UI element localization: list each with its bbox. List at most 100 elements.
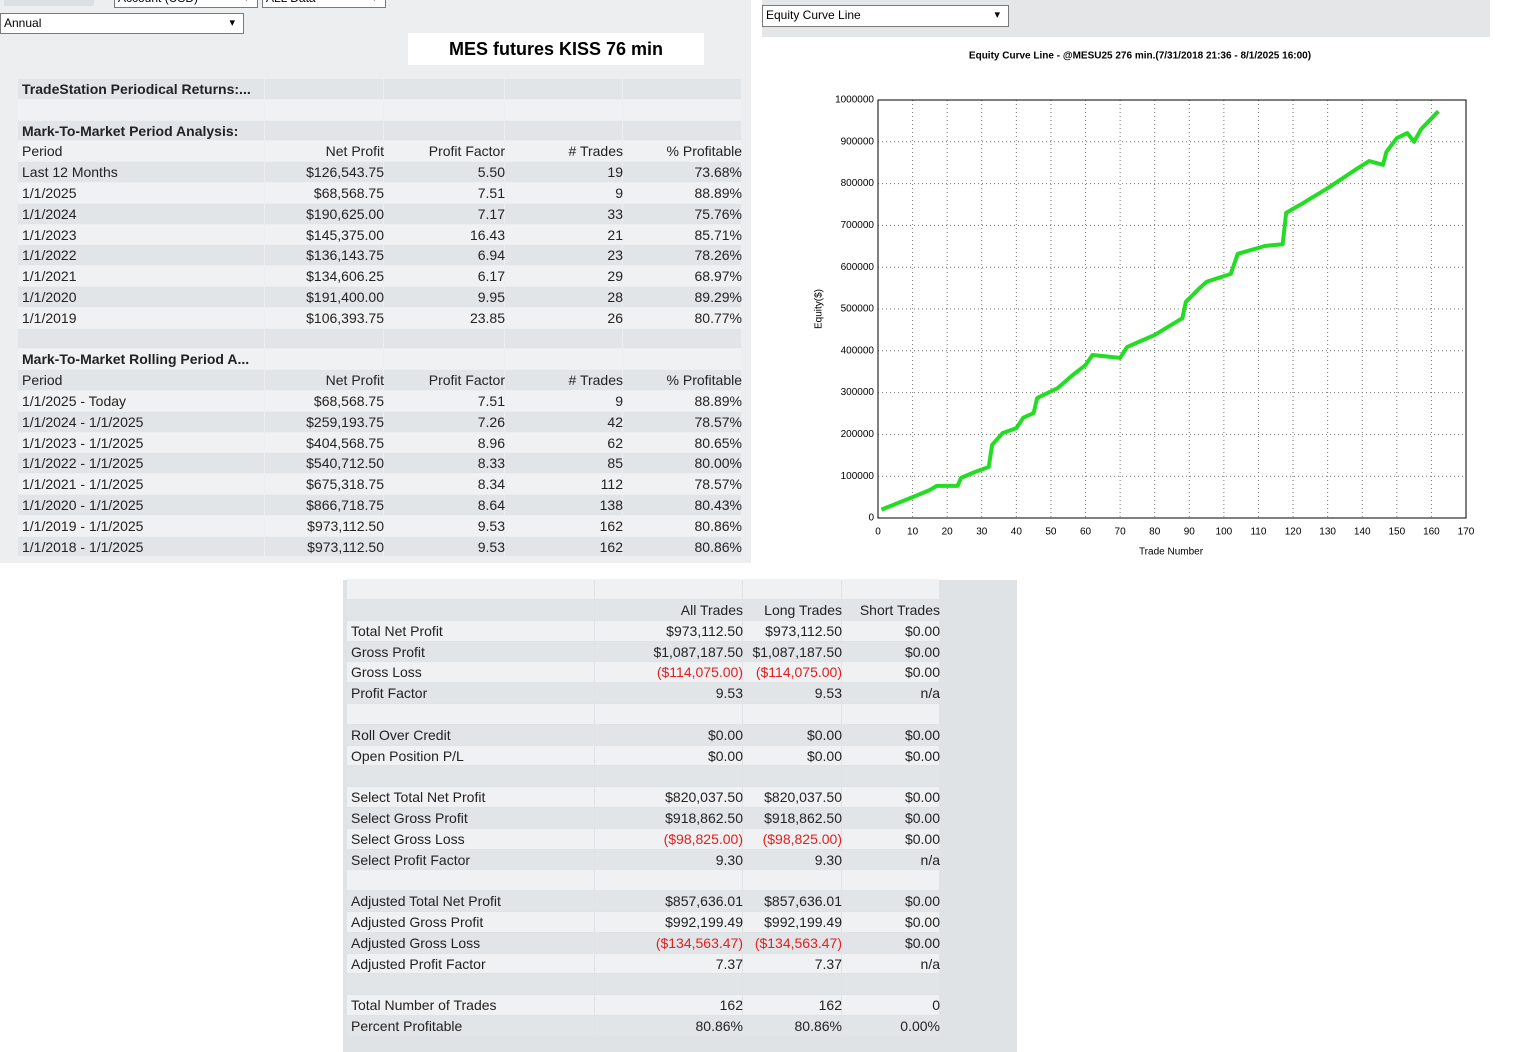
row-background	[347, 683, 594, 703]
cell-value: 7.17	[477, 205, 505, 222]
cell-value: 88.89%	[694, 393, 742, 409]
row-background	[743, 849, 841, 870]
cell-value: $918,862.50	[665, 810, 743, 826]
range-dropdown[interactable]: ALL Data	[262, 0, 386, 8]
row-background	[347, 849, 594, 870]
row-background	[623, 162, 741, 182]
cell-value: $857,636.01	[665, 893, 743, 910]
row-background	[623, 120, 741, 141]
cell-value: 162	[599, 517, 623, 534]
x-tick-label: 170	[1458, 527, 1475, 538]
row-background	[595, 766, 742, 787]
row-background	[347, 600, 594, 620]
row-background	[505, 287, 622, 307]
x-tick-label: 150	[1388, 527, 1405, 538]
cell-value: $0.00	[904, 914, 940, 930]
row-background	[505, 328, 622, 349]
row-background	[623, 411, 741, 432]
row-background	[347, 891, 594, 911]
row-background	[384, 183, 504, 203]
row-background	[384, 474, 504, 494]
cell-label: Profit Factor	[351, 685, 428, 702]
cell-value: $1,087,187.50	[752, 643, 842, 660]
cell-value: 28	[607, 289, 623, 305]
row-background	[347, 787, 594, 807]
cell-label: 1/1/2020	[22, 289, 77, 305]
y-tick-label: 0	[868, 513, 874, 524]
x-tick-label: 20	[942, 527, 954, 538]
cell-label: Select Gross Loss	[351, 830, 465, 847]
cell-value: 85	[607, 455, 623, 472]
row-background	[595, 787, 742, 807]
cell-value: $0.00	[904, 830, 940, 847]
row-background	[623, 307, 741, 328]
row-background	[505, 495, 622, 515]
cell-value: ($98,825.00)	[762, 830, 842, 847]
cell-value: $0.00	[904, 726, 940, 743]
cell-value: 6.17	[477, 268, 505, 285]
cell-value: 9.53	[477, 517, 505, 534]
row-background	[265, 515, 383, 536]
row-background	[595, 600, 742, 620]
y-tick-label: 500000	[841, 304, 875, 315]
row-background	[18, 183, 264, 203]
row-background	[505, 183, 622, 203]
row-background	[384, 328, 504, 349]
x-tick-label: 140	[1354, 527, 1371, 538]
row-background	[384, 515, 504, 536]
row-background	[595, 891, 742, 911]
cell-value: 0	[932, 997, 940, 1014]
row-background	[384, 224, 504, 245]
account-dropdown[interactable]: Account (USD)	[114, 0, 258, 8]
row-background	[595, 683, 742, 703]
x-tick-label: 50	[1045, 527, 1057, 538]
row-background	[384, 141, 504, 162]
cell-value: $918,862.50	[764, 810, 842, 826]
cell-value: 9.53	[814, 685, 842, 702]
x-tick-label: 0	[875, 527, 881, 538]
cell-value: 7.51	[477, 185, 505, 201]
cell-value: $145,375.00	[306, 226, 384, 243]
row-background	[595, 704, 742, 724]
row-background	[384, 391, 504, 411]
equity-line	[880, 109, 1440, 512]
row-background	[18, 79, 264, 99]
row-background	[265, 266, 383, 286]
cell-value: 8.34	[477, 476, 505, 493]
y-tick-label: 800000	[841, 178, 875, 189]
row-background	[595, 1016, 742, 1036]
cell-value: 85.71%	[694, 226, 742, 243]
row-background	[18, 349, 264, 370]
cell-value: $191,400.00	[306, 289, 384, 305]
row-background	[623, 432, 741, 453]
row-background	[743, 600, 841, 620]
row-background	[18, 411, 264, 432]
cell-value: Profit Factor	[428, 143, 505, 160]
row-background	[265, 245, 383, 266]
row-background	[18, 99, 264, 120]
row-background	[18, 432, 264, 453]
row-background	[595, 724, 742, 745]
chart-dropdown[interactable]: Equity Curve Line	[762, 5, 1009, 27]
period-dropdown[interactable]: Annual	[0, 13, 244, 34]
row-background	[842, 724, 939, 745]
cell-value: 16.43	[469, 226, 505, 243]
cell-value: $106,393.75	[306, 309, 384, 326]
cell-value: $68,568.75	[313, 393, 384, 409]
row-background	[384, 245, 504, 266]
row-background	[595, 808, 742, 828]
cell-value: 9.53	[715, 685, 743, 702]
row-background	[384, 349, 504, 370]
cell-value: $0.00	[806, 747, 842, 764]
x-tick-label: 100	[1216, 527, 1233, 538]
row-background	[743, 870, 841, 891]
cell-value: 8.96	[477, 434, 505, 451]
cell-value: $973,112.50	[307, 538, 384, 555]
row-background	[595, 995, 742, 1015]
row-background	[595, 641, 742, 662]
title-box: MES futures KISS 76 min	[408, 33, 704, 65]
row-background	[842, 828, 939, 849]
row-background	[505, 370, 622, 390]
row-background	[265, 474, 383, 494]
row-background	[18, 307, 264, 328]
